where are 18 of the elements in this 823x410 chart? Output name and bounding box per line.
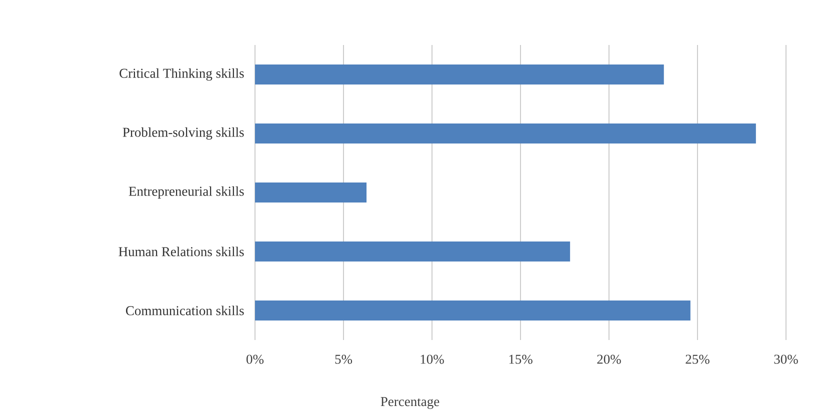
y-tick-label: Problem-solving skills [122, 127, 244, 140]
x-tick-label: 10% [420, 354, 444, 364]
x-tick-label: 25% [686, 354, 710, 364]
bar [255, 242, 570, 262]
bar [255, 124, 756, 144]
x-tick-label: 20% [597, 354, 621, 364]
bar [255, 64, 664, 84]
y-tick-label: Critical Thinking skills [120, 68, 244, 81]
y-tick-label: Entrepreneurial skills [128, 186, 244, 199]
bar [255, 300, 690, 320]
y-tick-label: Communication skills [126, 306, 244, 316]
x-tick-label: 15% [509, 354, 532, 364]
bar [255, 182, 367, 202]
x-tick-label: 30% [774, 354, 798, 364]
x-axis-title: Percentage [380, 397, 440, 409]
x-tick-label: 5% [335, 354, 352, 364]
y-tick-label: Human Relations skills [118, 246, 244, 256]
x-tick-label: 0% [246, 354, 264, 364]
